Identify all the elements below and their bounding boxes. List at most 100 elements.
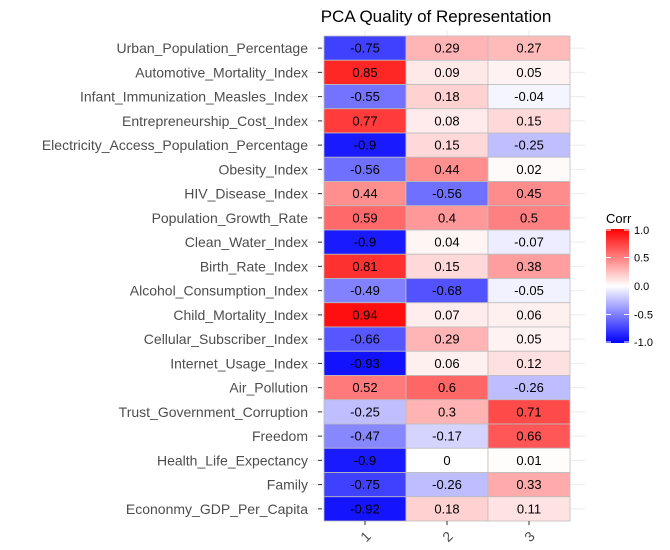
cell-value-label: 0.18: [434, 501, 459, 516]
cell-value-label: 0.15: [434, 259, 459, 274]
cell-value-label: -0.55: [350, 89, 380, 104]
row-label: Internet_Usage_Index: [170, 355, 308, 371]
cell-value-label: -0.9: [354, 453, 376, 468]
heatmap-cell: [323, 326, 407, 352]
heatmap-cell: [323, 302, 407, 328]
row-label: Econonmy_GDP_Per_Capita: [126, 501, 308, 517]
row-label: Trust_Government_Corruption: [119, 404, 308, 420]
cell-value-label: -0.66: [350, 332, 380, 347]
heatmap-cell: [323, 229, 407, 255]
cell-value-label: 0.02: [516, 162, 541, 177]
cell-value-label: -0.17: [432, 429, 462, 444]
cell-value-label: -0.26: [514, 380, 544, 395]
cell-value-label: -0.49: [350, 283, 380, 298]
cell-value-label: 0.06: [434, 356, 459, 371]
heatmap-cell: [323, 156, 407, 182]
cell-value-label: -0.9: [354, 138, 376, 153]
column-label: 2: [439, 528, 456, 545]
cell-value-label: 0.71: [516, 404, 541, 419]
heatmap-cell: [487, 375, 571, 401]
cell-value-label: -0.56: [350, 162, 380, 177]
cell-value-label: 0.01: [516, 453, 541, 468]
heatmap-cell: [405, 496, 489, 522]
cell-value-label: 0.29: [434, 332, 459, 347]
heatmap-cell: [323, 472, 407, 498]
cell-value-label: 0.08: [434, 113, 459, 128]
row-label: Infant_Immunization_Measles_Index: [80, 89, 308, 105]
cell-value-label: 0.4: [438, 210, 456, 225]
cell-value-label: 0.12: [516, 356, 541, 371]
heatmap-cell: [405, 423, 489, 449]
cell-value-label: 0.05: [516, 332, 541, 347]
column-label: 3: [521, 528, 538, 545]
row-label: HIV_Disease_Index: [184, 186, 308, 202]
heatmap-cell: [487, 205, 571, 231]
row-label: Family: [267, 477, 308, 493]
heatmap-cell: [405, 229, 489, 255]
row-label: Urban_Population_Percentage: [117, 40, 309, 56]
heatmap-cell: [487, 326, 571, 352]
cell-value-label: 0.59: [352, 210, 377, 225]
heatmap-cell: [487, 447, 571, 473]
cell-value-label: -0.07: [514, 235, 544, 250]
heatmap-cell: [405, 350, 489, 376]
heatmap-cell: [487, 399, 571, 425]
row-label: Freedom: [252, 428, 308, 444]
heatmap-cell: [487, 496, 571, 522]
cell-value-label: -0.04: [514, 89, 544, 104]
heatmap-cell: [405, 302, 489, 328]
cell-value-label: -0.9: [354, 235, 376, 250]
cell-value-label: 0.44: [434, 162, 459, 177]
cell-value-label: -0.26: [432, 477, 462, 492]
row-label: Child_Mortality_Index: [173, 307, 308, 323]
cell-value-label: 0.29: [434, 41, 459, 56]
cell-value-label: -0.93: [350, 356, 380, 371]
heatmap-cell: [487, 253, 571, 279]
column-labels: 1 2 3: [357, 521, 538, 545]
row-label: Birth_Rate_Index: [200, 258, 308, 274]
cell-value-label: 0.06: [516, 307, 541, 322]
heatmap-cell: [487, 229, 571, 255]
cell-value-label: 0.5: [520, 210, 538, 225]
cell-value-label: 0.15: [434, 138, 459, 153]
cell-value-label: -0.92: [350, 501, 380, 516]
heatmap-cell: [487, 35, 571, 61]
heatmap-cell: [323, 108, 407, 134]
cell-value-label: 0.38: [516, 259, 541, 274]
cell-value-label: -0.25: [350, 404, 380, 419]
cell-value-label: -0.05: [514, 283, 544, 298]
cell-value-label: 0.45: [516, 186, 541, 201]
heatmap-cell: [487, 278, 571, 304]
heatmap-cell: [323, 84, 407, 110]
heatmap-cell: [487, 423, 571, 449]
cell-value-label: 0.6: [438, 380, 456, 395]
row-label: Air_Pollution: [229, 380, 308, 396]
row-label: Obesity_Index: [219, 161, 309, 177]
row-label: Entrepreneurship_Cost_Index: [122, 113, 308, 129]
heatmap-cells: -0.75 0.29 0.27 0.85 0.09 0.05 -0.55 0.18 -0.04 0…: [323, 35, 571, 522]
cell-value-label: 0.81: [352, 259, 377, 274]
cell-value-label: 0.11: [517, 501, 541, 516]
heatmap-cell: [323, 447, 407, 473]
row-label: Automotive_Mortality_Index: [135, 64, 308, 80]
heatmap-cell: [323, 59, 407, 85]
row-label: Population_Growth_Rate: [152, 210, 309, 226]
row-label: Electricity_Access_Population_Percentage: [42, 137, 308, 153]
heatmap-cell: [405, 35, 489, 61]
cell-value-label: 0.66: [516, 429, 541, 444]
heatmap-cell: [487, 84, 571, 110]
cell-value-label: 0.09: [434, 65, 459, 80]
row-label: Cellular_Subscriber_Index: [144, 331, 308, 347]
cell-value-label: 0.52: [352, 380, 377, 395]
color-legend: Corr 1.0 0.5 0.0 -0.5 -1.0: [606, 211, 653, 349]
heatmap-cell: [405, 472, 489, 498]
heatmap-cell: [405, 108, 489, 134]
cell-value-label: -0.68: [432, 283, 462, 298]
cell-value-label: 0.07: [434, 307, 459, 322]
cell-value-label: 0.18: [434, 89, 459, 104]
legend-tick-label: 1.0: [634, 225, 649, 237]
cell-value-label: 0.04: [434, 235, 459, 250]
row-label: Clean_Water_Index: [185, 234, 308, 250]
cell-value-label: 0.94: [352, 307, 377, 322]
